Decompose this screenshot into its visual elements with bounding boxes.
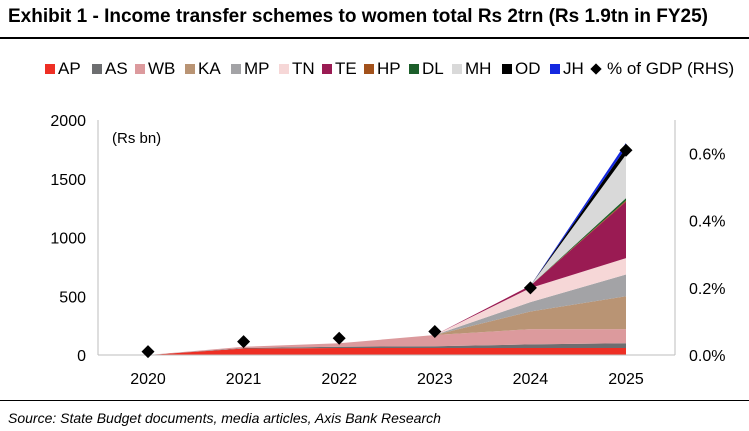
legend-swatch — [92, 64, 102, 74]
legend-swatch — [452, 64, 462, 74]
chart-title: Exhibit 1 - Income transfer schemes to w… — [8, 6, 708, 27]
legend-swatch — [231, 64, 241, 74]
legend-label: HP — [377, 59, 401, 78]
right-axis-ticks: 0.0% 0.2% 0.4% 0.6% — [689, 147, 725, 365]
area-ap — [148, 347, 626, 355]
legend-item-te: TE — [322, 58, 357, 80]
stacked-areas — [148, 142, 626, 355]
x-tick-label: 2023 — [417, 371, 453, 388]
legend-label: MP — [244, 59, 270, 78]
legend-swatch — [322, 64, 332, 74]
legend-swatch — [279, 64, 289, 74]
legend-label: WB — [148, 59, 176, 78]
y-tick-label: 500 — [59, 289, 86, 306]
legend-swatch — [550, 64, 560, 74]
gdp-marker — [523, 281, 537, 295]
legend-item-gdp: % of GDP (RHS) — [590, 58, 734, 80]
legend-item-ap: AP — [45, 58, 81, 80]
legend-label: MH — [465, 59, 492, 78]
y-tick-label: 0 — [77, 348, 86, 365]
legend-item-as: AS — [92, 58, 128, 80]
y-tick-label: 2000 — [50, 113, 86, 130]
gdp-marker — [619, 143, 633, 157]
legend-label: OD — [515, 59, 541, 78]
gdp-marker — [237, 335, 251, 349]
legend-swatch — [409, 64, 419, 74]
gdp-marker — [332, 331, 346, 345]
legend-item-dl: DL — [409, 58, 444, 80]
y2-tick-label: 0.6% — [689, 147, 725, 164]
legend-swatch — [185, 64, 195, 74]
y2-tick-label: 0.2% — [689, 281, 725, 298]
x-tick-label: 2025 — [608, 371, 644, 388]
x-tick-label: 2021 — [226, 371, 262, 388]
title-divider — [0, 37, 749, 39]
gdp-marker — [428, 325, 442, 338]
legend-item-jh: JH — [550, 58, 584, 80]
source-divider — [0, 400, 749, 401]
x-tick-label: 2024 — [513, 371, 549, 388]
y-tick-label: 1500 — [50, 172, 86, 189]
legend-item-wb: WB — [135, 58, 175, 80]
y-tick-label: 1000 — [50, 231, 86, 248]
area-wb — [148, 329, 626, 355]
legend-label: JH — [563, 59, 584, 78]
area-ka — [148, 296, 626, 355]
legend-label: TE — [335, 59, 357, 78]
legend-swatch — [364, 64, 374, 74]
legend-item-tn: TN — [279, 58, 315, 80]
x-tick-label: 2020 — [130, 371, 166, 388]
legend-label: AP — [58, 59, 81, 78]
legend-label: KA — [198, 59, 221, 78]
y2-tick-label: 0.0% — [689, 348, 725, 365]
legend-label: DL — [422, 59, 444, 78]
legend-item-ka: KA — [185, 58, 221, 80]
area-as — [148, 343, 626, 355]
chart-legend: AP AS WB KA MP TN TE HP DL MH OD JH % of… — [0, 58, 749, 80]
legend-swatch — [45, 64, 55, 74]
left-axis-ticks: 0 500 1000 1500 2000 — [50, 113, 86, 365]
source-note: Source: State Budget documents, media ar… — [8, 410, 441, 426]
x-axis-ticks: 2020 2021 2022 2023 2024 2025 — [130, 371, 644, 388]
legend-label: % of GDP (RHS) — [607, 59, 735, 78]
legend-item-hp: HP — [364, 58, 401, 80]
gdp-share-markers — [141, 143, 633, 359]
legend-label: AS — [105, 59, 128, 78]
legend-swatch — [502, 64, 512, 74]
legend-swatch — [135, 64, 145, 74]
x-tick-label: 2022 — [321, 371, 357, 388]
legend-label: TN — [292, 59, 315, 78]
gdp-marker — [141, 345, 155, 359]
legend-item-od: OD — [502, 58, 541, 80]
legend-item-mp: MP — [231, 58, 270, 80]
y2-tick-label: 0.4% — [689, 214, 725, 231]
unit-label: (Rs bn) — [112, 130, 161, 147]
legend-item-mh: MH — [452, 58, 491, 80]
